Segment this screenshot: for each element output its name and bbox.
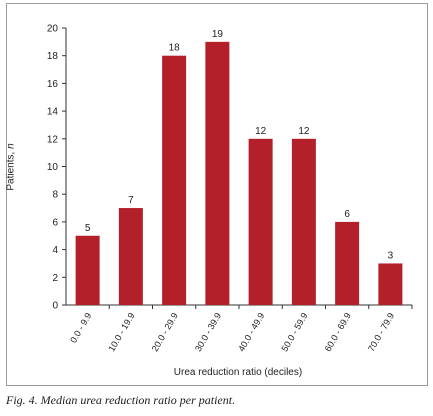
y-tick-label: 4 (52, 245, 58, 256)
bar (378, 263, 403, 305)
y-tick-label: 8 (52, 190, 58, 201)
x-tick-label: 0.0 - 9.9 (68, 311, 93, 345)
bar-value-label: 3 (388, 250, 394, 261)
x-tick-label: 20.0 - 29.9 (150, 311, 180, 353)
bar (75, 235, 100, 305)
figure-frame (6, 3, 428, 386)
x-tick-label: 60.0 - 69.9 (323, 311, 353, 353)
x-tick-label: 50.0 - 59.9 (279, 311, 309, 353)
bar-value-label: 19 (212, 29, 224, 40)
x-tick-label: 70.0 - 79.9 (366, 311, 396, 353)
y-tick-label: 20 (47, 24, 59, 35)
bar-value-label: 12 (255, 126, 267, 137)
y-tick-label: 2 (52, 273, 58, 284)
bar (205, 41, 230, 305)
bar-value-label: 5 (85, 223, 91, 234)
bar (335, 221, 360, 305)
y-tick-label: 16 (47, 79, 59, 90)
bar-value-label: 7 (128, 195, 134, 206)
y-tick-label: 14 (47, 107, 59, 118)
bar (291, 138, 316, 305)
bar-value-label: 6 (344, 209, 350, 220)
figure-caption: Fig. 4. Median urea reduction ratio per … (6, 393, 236, 407)
y-axis-label-text: Patients, (5, 148, 17, 191)
x-tick-label: 40.0 - 49.9 (236, 311, 266, 353)
x-tick-label: 30.0 - 39.9 (193, 311, 223, 353)
x-tick-label: 10.0 - 19.9 (106, 311, 136, 353)
y-tick-label: 18 (47, 51, 59, 62)
bar (162, 55, 187, 306)
y-axis-label: Patients, n (6, 143, 17, 190)
y-axis-label-variable: n (5, 143, 17, 149)
y-tick-label: 12 (47, 134, 59, 145)
bar-value-label: 18 (169, 43, 181, 54)
y-tick-label: 6 (52, 217, 58, 228)
bar-value-label: 12 (298, 126, 310, 137)
y-tick-label: 0 (52, 301, 58, 312)
bar-chart: 0 2 4 6 8 10 12 14 16 18 20 5 0.0 - 9.9 7 10.0 - 19.9 1… (47, 24, 413, 353)
y-tick-label: 10 (47, 162, 59, 173)
x-axis-label: Urea reduction ratio (deciles) (173, 367, 303, 378)
bar (248, 138, 273, 305)
bar (118, 208, 143, 305)
